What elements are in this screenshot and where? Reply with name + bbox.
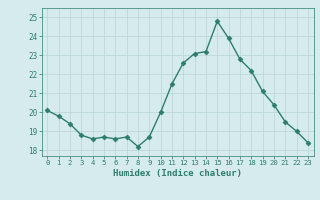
X-axis label: Humidex (Indice chaleur): Humidex (Indice chaleur) [113, 169, 242, 178]
